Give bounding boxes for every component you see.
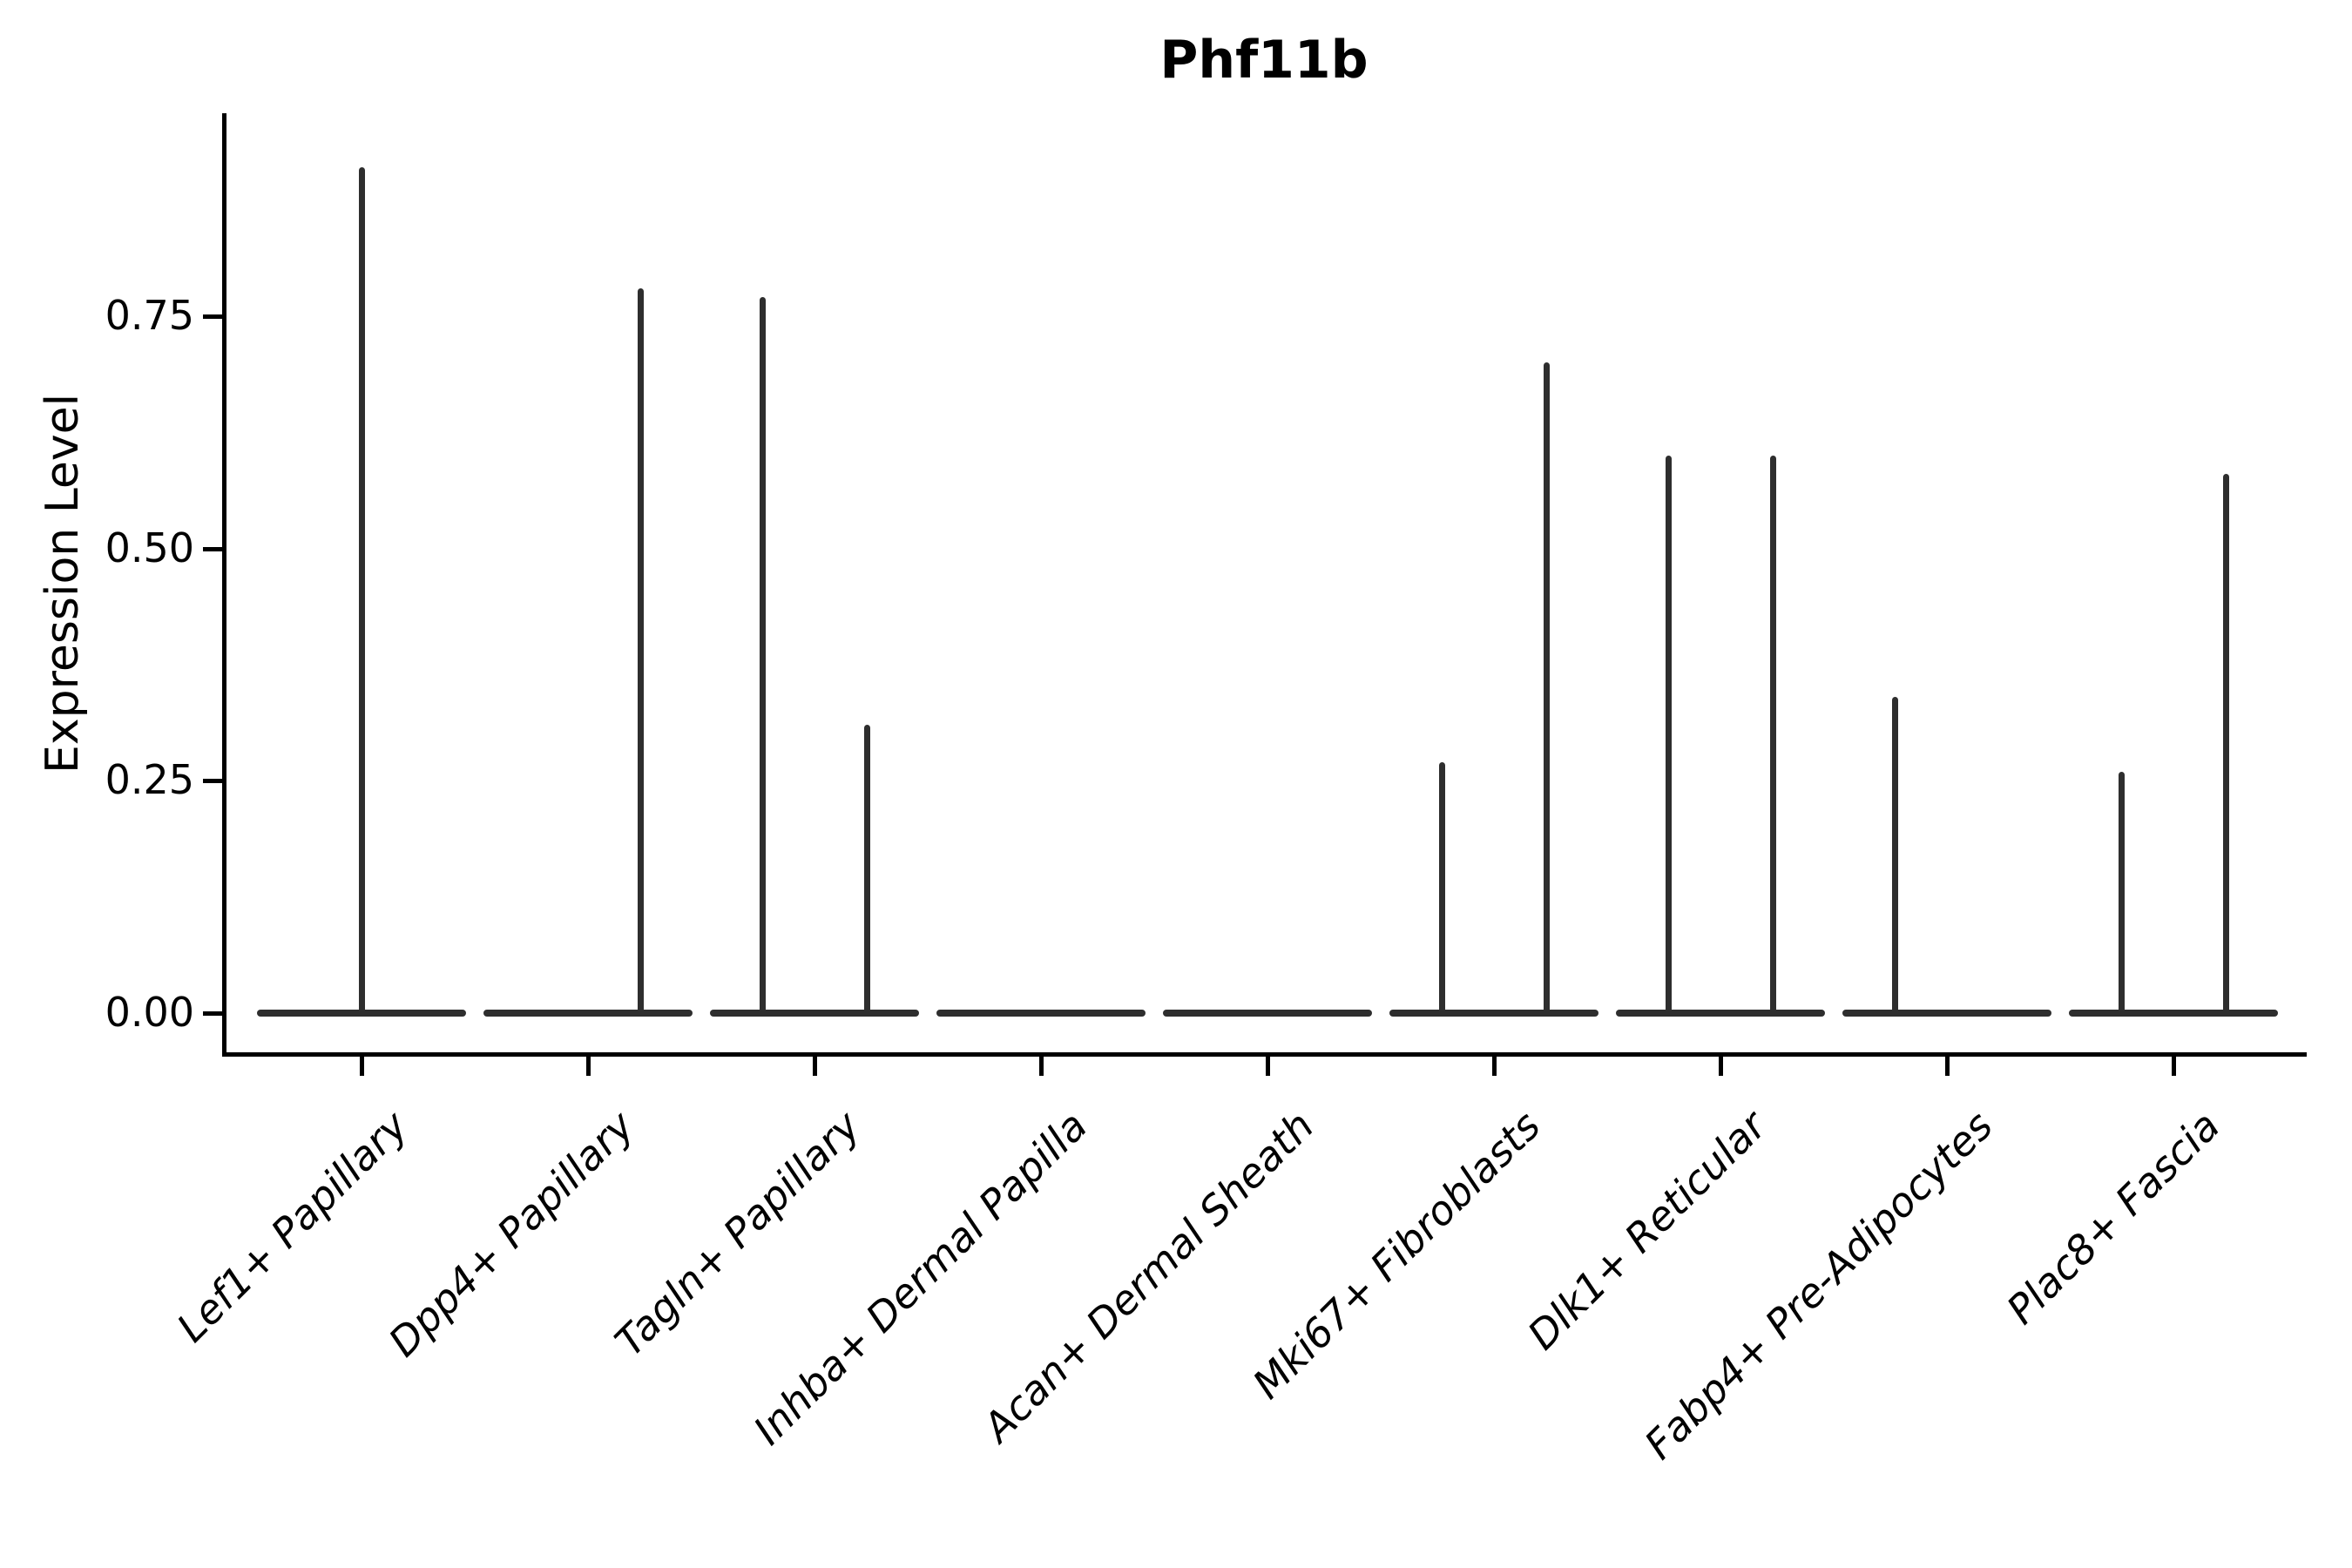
violin-spike — [2223, 474, 2229, 1017]
y-tick-mark — [203, 314, 222, 319]
x-tick-label: Lef1+ Papillary — [167, 1102, 417, 1351]
x-tick-label: Dpp4+ Papillary — [379, 1102, 644, 1366]
x-tick-label: Plac8+ Fascia — [1997, 1102, 2229, 1334]
violin-spike — [1666, 455, 1672, 1017]
violin-spike — [1892, 697, 1898, 1017]
y-axis-line — [222, 113, 226, 1057]
violin-baseline — [1842, 1010, 2051, 1017]
violin-spike — [638, 287, 644, 1017]
y-tick-label: 0.50 — [105, 524, 194, 571]
x-tick-mark — [1266, 1057, 1270, 1076]
violin-baseline — [1163, 1010, 1372, 1017]
x-tick-mark — [360, 1057, 364, 1076]
violin-baseline — [483, 1010, 693, 1017]
violin-spike — [1439, 761, 1445, 1017]
y-tick-label: 0.00 — [105, 989, 194, 1036]
x-tick-label: Dlk1+ Reticular — [1518, 1102, 1776, 1359]
y-axis-title: Expression Level — [37, 393, 89, 774]
violin-spike — [760, 297, 766, 1017]
violin-baseline — [2069, 1010, 2278, 1017]
y-tick-label: 0.25 — [105, 756, 194, 804]
x-tick-mark — [586, 1057, 591, 1076]
y-tick-mark — [203, 779, 222, 784]
x-tick-label: Tagln+ Papillary — [605, 1102, 870, 1366]
x-tick-mark — [813, 1057, 817, 1076]
violin-baseline — [936, 1010, 1146, 1017]
y-tick-label: 0.75 — [105, 291, 194, 339]
violin-baseline — [1616, 1010, 1825, 1017]
x-tick-mark — [1039, 1057, 1044, 1076]
violin-spike — [2119, 771, 2125, 1017]
x-tick-mark — [2172, 1057, 2176, 1076]
violin-baseline — [710, 1010, 919, 1017]
x-tick-mark — [1492, 1057, 1497, 1076]
y-tick-mark — [203, 546, 222, 551]
violin-baseline — [1389, 1010, 1598, 1017]
x-tick-mark — [1945, 1057, 1950, 1076]
violin-spike — [1544, 362, 1550, 1017]
violin-spike — [1770, 455, 1776, 1017]
y-tick-mark — [203, 1011, 222, 1016]
x-axis-line — [222, 1052, 2307, 1057]
chart-title: Phf11b — [1159, 30, 1369, 91]
violin-spike — [864, 725, 870, 1017]
x-tick-mark — [1719, 1057, 1723, 1076]
violin-spike — [359, 167, 365, 1017]
